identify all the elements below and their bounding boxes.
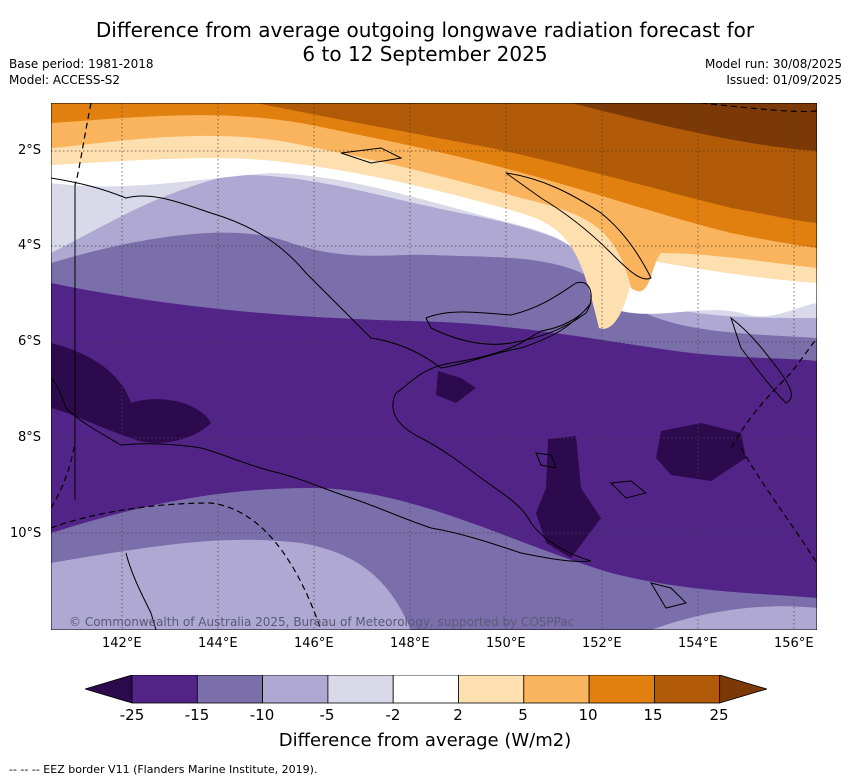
cb-tick-1: -15: [184, 706, 210, 724]
lon-label-154e: 154°E: [678, 636, 718, 651]
lat-label-8s: 8°S: [18, 430, 42, 445]
coastlines: [51, 147, 792, 630]
colorbar-segment-5: [392, 675, 459, 704]
lon-label-156e: 156°E: [774, 636, 814, 651]
meta-left: Base period: 1981-2018 Model: ACCESS-S2: [9, 56, 154, 88]
australia-coast: [125, 552, 157, 630]
colorbar-segment-9: [654, 675, 721, 704]
cb-tick-3: -5: [319, 706, 335, 724]
eez-footer-note: -- -- -- EEZ border V11 (Flanders Marine…: [9, 763, 318, 776]
cb-tick-7: 10: [578, 706, 598, 724]
lat-label-10s: 10°S: [10, 526, 42, 541]
colorbar-arrow-low: [85, 675, 133, 704]
colorbar-segment-4: [327, 675, 394, 704]
band-darkest-west: [51, 343, 211, 443]
cb-tick-8: 15: [643, 706, 663, 724]
band-darkest-patch-1: [436, 371, 476, 403]
base-period: Base period: 1981-2018: [9, 57, 154, 71]
lat-label-6s: 6°S: [18, 334, 42, 349]
cb-tick-2: -10: [249, 706, 275, 724]
lon-label-146e: 146°E: [294, 636, 334, 651]
lon-label-142e: 142°E: [102, 636, 142, 651]
lat-label-4s: 4°S: [18, 238, 42, 253]
band-brown: [256, 103, 817, 223]
lon-label-148e: 148°E: [390, 636, 430, 651]
model-run: Model run: 30/08/2025: [704, 57, 842, 71]
colorbar-segment-6: [458, 675, 525, 704]
cb-tick-4: -2: [385, 706, 401, 724]
colorbar: [85, 675, 767, 704]
colorbar-title: Difference from average (W/m2): [278, 730, 572, 751]
lon-label-152e: 152°E: [582, 636, 622, 651]
new-britain-coast: [425, 281, 592, 345]
colorbar-segment-8: [588, 675, 655, 704]
band-darkest-patch-2: [536, 436, 601, 558]
band-light-purple-lower: [51, 539, 411, 630]
issued-date: Issued: 01/09/2025: [726, 73, 842, 87]
model-name: Model: ACCESS-S2: [9, 73, 121, 87]
colorbar-arrow-high: [719, 675, 767, 704]
cb-tick-5: 2: [453, 706, 463, 724]
new-guinea-coast: [51, 177, 592, 562]
colorbar-segment-2: [196, 675, 264, 704]
colorbar-segments: [85, 675, 767, 704]
title-line-2: 6 to 12 September 2025: [302, 42, 548, 66]
manus-coast: [340, 147, 403, 164]
title-line-1: Difference from average outgoing longwav…: [95, 18, 755, 42]
cb-tick-9: 25: [709, 706, 729, 724]
eez-borders: [51, 103, 817, 630]
bougainville-coast: [730, 316, 792, 404]
band-light-purple-corner: [651, 606, 817, 630]
cb-tick-6: 5: [518, 706, 528, 724]
lat-label-2s: 2°S: [18, 143, 42, 158]
colorbar-segment-3: [262, 675, 329, 704]
lon-label-144e: 144°E: [198, 636, 238, 651]
copyright-text: © Commonwealth of Australia 2025, Bureau…: [69, 615, 574, 629]
colorbar-segment-7: [523, 675, 590, 704]
olr-anomaly-map: © Commonwealth of Australia 2025, Bureau…: [51, 103, 817, 630]
colorbar-segment-1: [131, 675, 198, 704]
band-darkest-patch-3: [656, 423, 746, 481]
band-dark-brown: [571, 103, 817, 151]
meta-right: Model run: 30/08/2025 Issued: 01/09/2025: [705, 56, 842, 88]
islands-se: [535, 452, 687, 609]
cb-tick-0: -25: [119, 706, 145, 724]
new-ireland-coast: [505, 172, 652, 280]
lon-label-150e: 150°E: [486, 636, 526, 651]
map-title: Difference from average outgoing longwav…: [0, 18, 850, 66]
